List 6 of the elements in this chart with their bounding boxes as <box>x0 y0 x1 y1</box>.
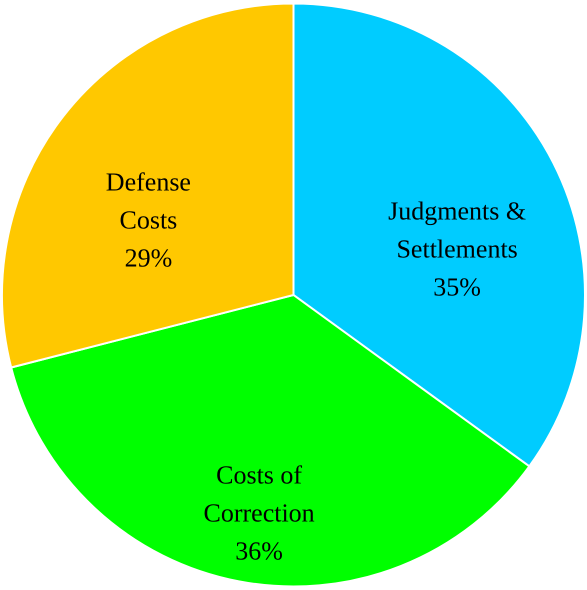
slice-label: Judgments & Settlements <box>388 196 526 264</box>
data-label: 35% <box>433 272 481 302</box>
slice-label: Costs of Correction <box>203 460 315 528</box>
data-label: 36% <box>235 536 283 566</box>
data-label: 29% <box>124 243 172 272</box>
slice-label: Defense Costs <box>106 167 191 234</box>
